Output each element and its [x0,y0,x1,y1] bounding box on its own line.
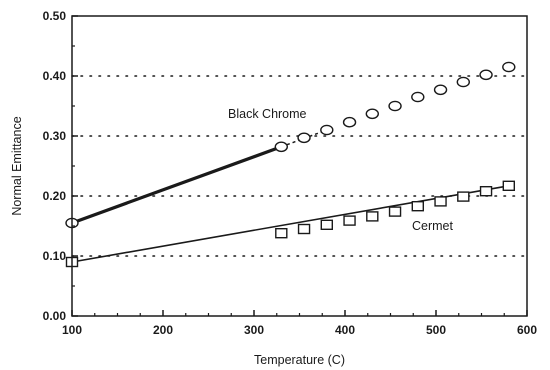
black-chrome-point [433,84,448,96]
axis-ticks: 100 200 300 400 500 600 0.00 0.10 0.20 0.30 0.40 0.… [43,9,538,337]
y-tick-label: 0.20 [43,189,67,203]
cermet-point [297,223,311,235]
x-tick-label: 200 [153,323,173,337]
black-chrome-point [388,100,402,112]
black-chrome-point [274,141,288,153]
cermet-point [366,211,379,222]
y-tick-label: 0.40 [43,69,67,83]
y-axis-title: Normal Emittance [10,116,24,215]
black-chrome-point [320,124,334,136]
cermet-point [479,185,493,197]
cermet-point [275,227,288,239]
y-tick-label: 0.30 [43,129,67,143]
x-tick-label: 400 [335,323,355,337]
black-chrome-point [365,108,379,120]
y-tick-label: 0.00 [43,309,67,323]
y-tick-label: 0.50 [43,9,67,23]
plot-frame [71,15,528,317]
black-chrome-point [342,116,357,128]
black-chrome-point [411,91,425,103]
black-chrome-point [502,61,516,73]
black-chrome-point [297,132,311,144]
y-tick-label: 0.10 [43,249,67,263]
x-axis-title: Temperature (C) [254,353,345,367]
cermet-point [388,206,402,217]
series-label-black-chrome: Black Chrome [228,107,307,121]
x-tick-label: 500 [426,323,446,337]
cermet-point [457,191,470,202]
black-chrome-fit-line [70,145,283,225]
x-tick-label: 100 [62,323,82,337]
cermet-point [343,215,356,226]
black-chrome-point [456,76,470,88]
data-markers [65,61,516,268]
x-tick-label: 300 [244,323,264,337]
cermet-point [411,200,424,212]
x-tick-label: 600 [517,323,537,337]
cermet-point [434,196,447,207]
cermet-point [320,219,333,231]
black-chrome-point [479,69,493,81]
cermet-point [502,180,515,192]
series-label-cermet: Cermet [412,219,454,233]
